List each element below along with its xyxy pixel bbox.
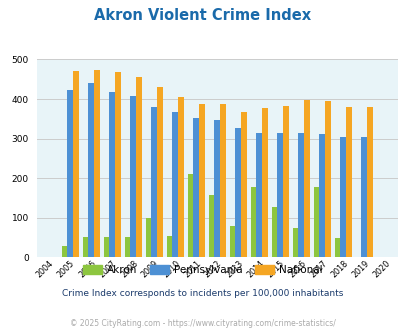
Bar	[339, 137, 345, 257]
Bar	[83, 237, 88, 257]
Bar	[319, 134, 324, 257]
Bar	[271, 207, 277, 257]
Bar	[241, 113, 246, 257]
Bar	[256, 133, 261, 257]
Bar	[88, 83, 94, 257]
Text: © 2025 CityRating.com - https://www.cityrating.com/crime-statistics/: © 2025 CityRating.com - https://www.city…	[70, 319, 335, 328]
Bar	[94, 71, 99, 257]
Bar	[62, 246, 67, 257]
Bar	[172, 112, 177, 257]
Bar	[124, 237, 130, 257]
Bar	[235, 127, 241, 257]
Bar	[324, 101, 330, 257]
Bar	[303, 100, 309, 257]
Bar	[115, 73, 120, 257]
Bar	[334, 238, 339, 257]
Bar	[151, 107, 157, 257]
Bar	[157, 87, 162, 257]
Bar	[145, 218, 151, 257]
Text: Akron Violent Crime Index: Akron Violent Crime Index	[94, 8, 311, 23]
Bar	[136, 77, 141, 257]
Bar	[360, 137, 366, 257]
Bar	[229, 226, 235, 257]
Bar	[277, 133, 282, 257]
Bar	[214, 119, 220, 257]
Bar	[292, 228, 298, 257]
Bar	[103, 237, 109, 257]
Bar	[198, 104, 204, 257]
Bar	[109, 92, 115, 257]
Bar	[282, 106, 288, 257]
Bar	[177, 97, 183, 257]
Bar	[166, 236, 172, 257]
Bar	[73, 71, 79, 257]
Bar	[220, 104, 225, 257]
Bar	[67, 90, 73, 257]
Bar	[193, 117, 198, 257]
Bar	[261, 108, 267, 257]
Bar	[187, 174, 193, 257]
Legend: Akron, Pennsylvania, National: Akron, Pennsylvania, National	[79, 261, 326, 280]
Bar	[366, 107, 372, 257]
Bar	[208, 195, 214, 257]
Text: Crime Index corresponds to incidents per 100,000 inhabitants: Crime Index corresponds to incidents per…	[62, 289, 343, 298]
Bar	[298, 133, 303, 257]
Bar	[130, 96, 136, 257]
Bar	[250, 187, 256, 257]
Bar	[345, 107, 351, 257]
Bar	[313, 187, 319, 257]
